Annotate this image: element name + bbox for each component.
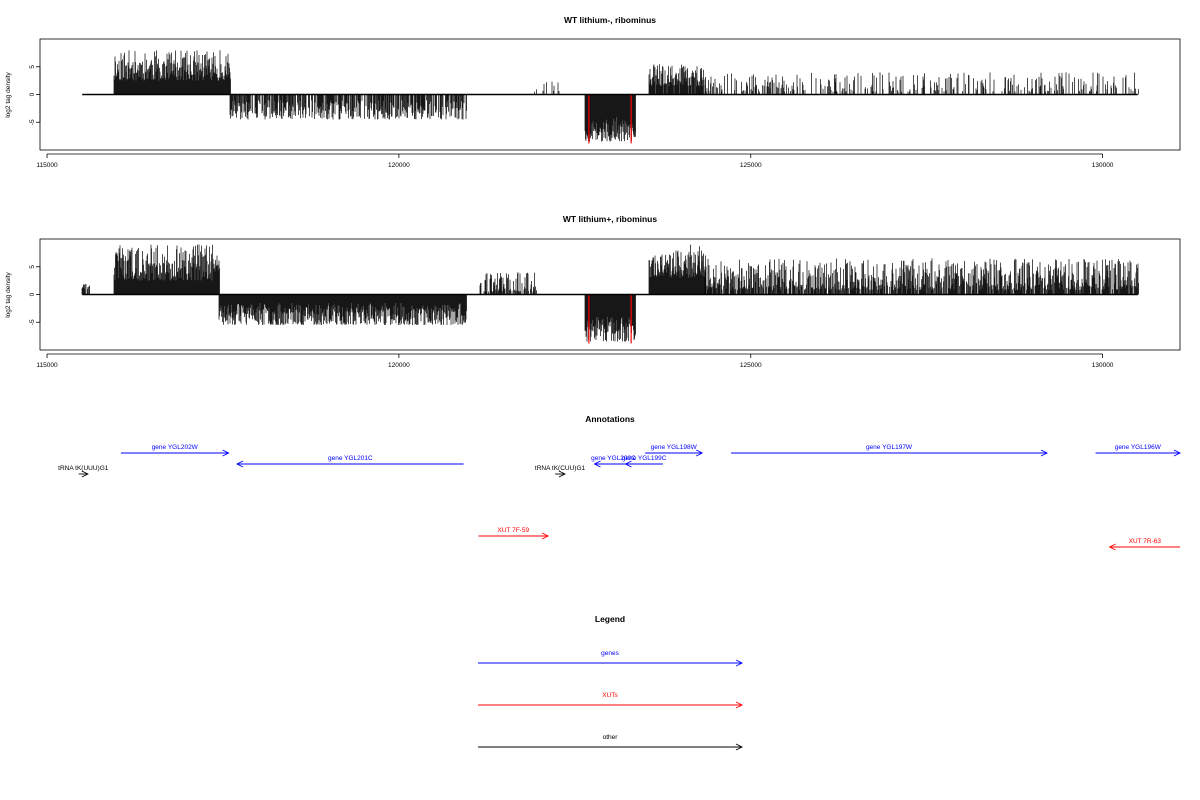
x-tick-label: 115000 — [36, 162, 58, 169]
arrow-head — [236, 460, 244, 468]
x-tick-label: 130000 — [1092, 362, 1114, 369]
arrow-head — [735, 743, 744, 751]
annotation-label: tRNA tK(CUU)G1 — [535, 465, 586, 472]
annotations-title: Annotations — [585, 414, 635, 424]
arrow-head — [695, 449, 704, 457]
legend-label: other — [603, 734, 619, 741]
legend-item-gene: genes — [478, 650, 744, 667]
axes: -5 0 5 115000 120000 125000 130000 — [29, 265, 1114, 369]
y-axis-label: log2 tag density — [5, 71, 12, 117]
legend-item-xut: XUTs — [478, 692, 744, 709]
legend-item-other: other — [478, 734, 744, 751]
annotation-label: XUT 7F-59 — [497, 527, 529, 534]
arrow-head — [593, 460, 601, 468]
y-tick-label: 0 — [29, 292, 36, 296]
y-tick-label: -5 — [29, 319, 36, 325]
arrow-head — [541, 532, 550, 540]
annotation-other: tRNA tK(CUU)G1 — [535, 465, 586, 478]
legend-items: genes XUTs other — [478, 650, 744, 751]
arrow-head — [735, 659, 744, 667]
coverage-bars — [82, 50, 1139, 144]
coverage-panel-lithium-minus: WT lithium-, ribominus log2 tag density … — [5, 15, 1181, 169]
annotation-gene: gene YGL202W — [120, 444, 230, 457]
annotation-label: gene YGL198W — [651, 444, 698, 451]
coverage-panel-lithium-plus: WT lithium+, ribominus log2 tag density … — [5, 214, 1181, 369]
arrow-head — [558, 470, 566, 478]
annotation-gene: gene YGL198W — [645, 444, 704, 457]
arrow-head — [222, 449, 230, 457]
annotations-track: Annotations tRNA tK(UUU)G1 gene YGL202W ge… — [58, 414, 1182, 551]
annotation-label: gene YGL201C — [328, 455, 373, 462]
annotation-gene: gene YGL201C — [236, 455, 464, 468]
annotation-gene: gene YGL196W — [1095, 444, 1182, 457]
legend-title: Legend — [595, 614, 625, 624]
annotation-label: gene YGL200C — [591, 455, 636, 462]
annotation-xut: XUT 7R-63 — [1108, 538, 1180, 551]
y-tick-label: -5 — [29, 119, 36, 125]
x-tick-label: 115000 — [36, 362, 58, 369]
y-tick-label: 5 — [29, 265, 36, 269]
annotation-label: tRNA tK(UUU)G1 — [58, 465, 109, 472]
annotation-other: tRNA tK(UUU)G1 — [58, 465, 109, 478]
annotation-gene: gene YGL199C — [622, 455, 667, 468]
annotation-label: gene YGL202W — [152, 444, 199, 451]
y-tick-label: 0 — [29, 92, 36, 96]
panel-title: WT lithium-, ribominus — [564, 15, 656, 25]
legend-label: XUTs — [602, 692, 618, 699]
x-tick-label: 130000 — [1092, 162, 1114, 169]
arrow-head — [1173, 449, 1182, 457]
annotation-label: gene YGL197W — [866, 444, 913, 451]
annotation-label: XUT 7R-63 — [1129, 538, 1162, 545]
y-tick-label: 5 — [29, 65, 36, 69]
arrow-head — [1108, 543, 1116, 551]
arrow-head — [1040, 449, 1049, 457]
arrow-head — [81, 470, 89, 478]
annotation-features: tRNA tK(UUU)G1 gene YGL202W gene YGL201C tR… — [58, 444, 1182, 551]
arrow-head — [735, 701, 744, 709]
annotation-xut: XUT 7F-59 — [478, 527, 550, 540]
legend-label: genes — [601, 650, 619, 657]
x-tick-label: 125000 — [740, 162, 762, 169]
annotation-gene: gene YGL197W — [731, 444, 1049, 457]
annotation-label: gene YGL199C — [622, 455, 667, 462]
x-tick-label: 120000 — [388, 362, 410, 369]
coverage-bars — [81, 244, 1139, 344]
y-axis-label: log2 tag density — [5, 271, 12, 317]
panel-title: WT lithium+, ribominus — [563, 214, 657, 224]
arrow-head — [624, 460, 632, 468]
legend: Legend genes XUTs other — [478, 614, 744, 751]
axes: -5 0 5 115000 120000 125000 130000 — [29, 65, 1114, 169]
x-tick-label: 120000 — [388, 162, 410, 169]
annotation-label: gene YGL196W — [1115, 444, 1162, 451]
x-tick-label: 125000 — [740, 362, 762, 369]
